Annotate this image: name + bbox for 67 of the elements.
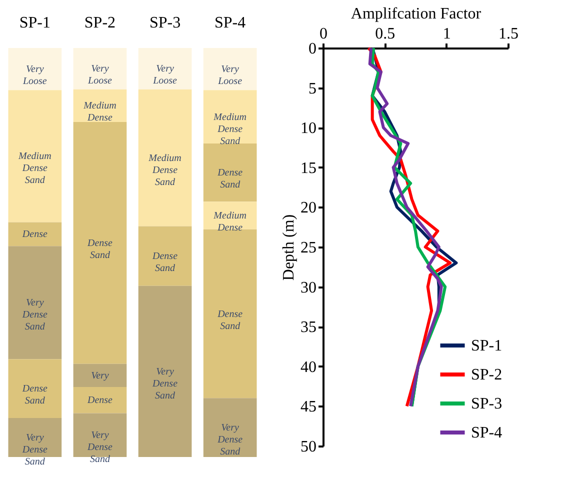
x-tick-label: 1.5 xyxy=(498,26,518,42)
data-label: Medium Dense Sand xyxy=(212,112,246,147)
data-label: Dense Sand xyxy=(86,238,114,261)
bar xyxy=(138,48,192,90)
legend-label: SP-1 xyxy=(471,338,502,354)
y-tick-label: 30 xyxy=(300,279,316,296)
bar xyxy=(8,359,62,418)
data-label: Medium Dense xyxy=(82,100,116,124)
x-tick-label: 1 xyxy=(442,26,451,42)
bar xyxy=(73,48,127,90)
bar xyxy=(203,90,257,144)
data-label: Very xyxy=(91,370,110,382)
bar xyxy=(138,286,192,457)
bar xyxy=(138,89,192,226)
legend-label: SP-3 xyxy=(471,396,502,412)
data-label: Medium Dense xyxy=(212,210,246,234)
data-label: Dense xyxy=(21,229,48,240)
bar xyxy=(73,364,127,387)
x-tick-label: SP-1 xyxy=(19,14,50,32)
x-tick-label: 0 xyxy=(320,26,328,42)
y-tick-label: 50 xyxy=(300,438,316,456)
y-tick-label: 40 xyxy=(300,358,316,376)
data-label: Very Dense Sand xyxy=(152,366,178,402)
y-tick-label: 45 xyxy=(300,398,316,416)
bar xyxy=(8,222,62,246)
data-label: Medium Dense Sand xyxy=(148,152,182,188)
x-axis-title: Amplifcation Factor xyxy=(350,6,482,22)
y-tick-label: 5 xyxy=(308,80,316,98)
y-tick-label: 20 xyxy=(300,200,316,217)
legend-label: SP-4 xyxy=(471,424,502,442)
data-label: Very Loose xyxy=(22,64,48,88)
y-tick-label: 0 xyxy=(308,40,316,58)
x-tick-label: SP-3 xyxy=(149,14,181,32)
bar xyxy=(203,48,257,90)
data-label: Dense Sand xyxy=(216,168,244,191)
data-label: Very Loose xyxy=(87,64,112,87)
data-label: Dense Sand xyxy=(216,308,244,332)
bar xyxy=(8,90,62,222)
bar xyxy=(73,386,127,414)
y-tick-label: 35 xyxy=(300,319,316,336)
data-label: Very Dense Sand xyxy=(21,432,48,468)
data-label: Dense Sand xyxy=(152,251,178,274)
bar xyxy=(138,226,192,286)
data-label: Very Dense Sand xyxy=(86,430,114,466)
x-tick-label: SP-2 xyxy=(84,14,116,32)
bar xyxy=(8,246,62,360)
data-label: Dense xyxy=(86,395,114,406)
data-label: Very Dense Sand xyxy=(21,298,48,333)
bar xyxy=(203,229,257,398)
bar xyxy=(203,143,257,202)
data-label: Medium Dense Sand xyxy=(18,151,52,186)
y-tick-label: 10 xyxy=(300,120,316,138)
bar xyxy=(73,413,127,457)
bar xyxy=(8,418,62,457)
x-tick-label: SP-4 xyxy=(214,14,246,32)
data-label: Dense Sand xyxy=(21,384,48,407)
data-label: Very Dense Sand xyxy=(216,422,244,458)
y-axis-title: Depth (m) xyxy=(280,214,298,281)
y-tick-label: 25 xyxy=(300,240,316,256)
data-label: Very Loose xyxy=(217,64,243,88)
x-tick-label: 0.5 xyxy=(375,26,396,42)
data-label: Very Loose xyxy=(152,64,178,87)
bar xyxy=(203,398,257,457)
legend-label: SP-2 xyxy=(471,366,502,384)
y-tick-label: 15 xyxy=(300,160,316,177)
bar xyxy=(8,48,62,90)
bar xyxy=(73,122,127,364)
